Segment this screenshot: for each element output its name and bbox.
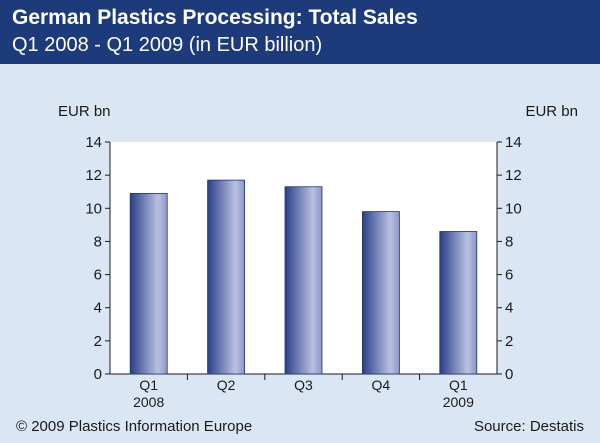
y-tick-label-right: 2 (505, 333, 513, 350)
y-tick-label-right: 0 (505, 366, 513, 383)
y-tick-label-left: 8 (94, 233, 102, 250)
bar (439, 231, 478, 375)
y-tick-label-left: 12 (85, 167, 102, 184)
y-tick-label-left: 4 (94, 300, 102, 317)
x-tick-label: Q2 (217, 377, 236, 393)
left-axis-unit: EUR bn (58, 103, 111, 120)
y-tick-label-left: 2 (94, 333, 102, 350)
x-tick-label: Q3 (294, 377, 313, 393)
bar (129, 192, 168, 375)
bar (284, 186, 323, 375)
y-tick-label-right: 10 (505, 200, 522, 217)
y-tick-label-left: 14 (85, 134, 102, 151)
chart-title: German Plastics Processing: Total Sales (12, 6, 418, 29)
source-text: Source: Destatis (473, 418, 584, 435)
copyright-text: © 2009 Plastics Information Europe (16, 418, 253, 435)
right-axis-unit: EUR bn (525, 103, 578, 120)
x-tick-label: 2008 (133, 394, 164, 410)
y-tick-label-right: 4 (505, 300, 513, 317)
y-tick-label-right: 14 (505, 134, 522, 151)
y-tick-label-right: 12 (505, 167, 522, 184)
bar (207, 179, 246, 375)
y-tick-label-right: 6 (505, 267, 513, 284)
header-banner: German Plastics Processing: Total Sales … (0, 0, 600, 64)
x-tick-label: Q1 (449, 377, 468, 393)
x-tick-label: Q4 (372, 377, 391, 393)
y-tick-label-left: 6 (94, 267, 102, 284)
x-tick-label: Q1 (139, 377, 158, 393)
chart-subtitle: Q1 2008 - Q1 2009 (in EUR billion) (12, 34, 323, 56)
bar (361, 211, 400, 375)
y-tick-label-right: 8 (505, 233, 513, 250)
x-tick-label: 2009 (443, 394, 474, 410)
y-tick-label-left: 0 (94, 366, 102, 383)
y-tick-label-left: 10 (85, 200, 102, 217)
